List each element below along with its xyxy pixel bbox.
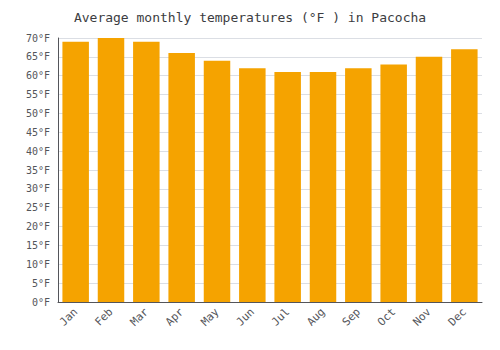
svg-text:25°F: 25°F <box>26 202 50 213</box>
svg-text:65°F: 65°F <box>26 51 50 62</box>
svg-text:30°F: 30°F <box>26 183 50 194</box>
svg-text:Nov: Nov <box>410 305 433 328</box>
svg-text:May: May <box>198 305 221 328</box>
svg-text:Jul: Jul <box>269 305 292 328</box>
svg-text:40°F: 40°F <box>26 146 50 157</box>
svg-text:Sep: Sep <box>340 305 363 328</box>
svg-text:50°F: 50°F <box>26 108 50 119</box>
svg-text:0°F: 0°F <box>32 297 50 308</box>
svg-text:Apr: Apr <box>163 305 186 328</box>
svg-text:Mar: Mar <box>128 305 151 328</box>
svg-text:55°F: 55°F <box>26 89 50 100</box>
svg-text:45°F: 45°F <box>26 127 50 138</box>
svg-text:Jun: Jun <box>234 305 257 328</box>
svg-text:Aug: Aug <box>304 305 327 328</box>
svg-text:10°F: 10°F <box>26 259 50 270</box>
svg-text:Oct: Oct <box>375 305 398 328</box>
svg-text:20°F: 20°F <box>26 221 50 232</box>
svg-text:5°F: 5°F <box>32 278 50 289</box>
svg-text:Feb: Feb <box>92 305 115 328</box>
svg-text:15°F: 15°F <box>26 240 50 251</box>
svg-text:35°F: 35°F <box>26 165 50 176</box>
svg-text:70°F: 70°F <box>26 33 50 44</box>
svg-text:Average monthly temperatures (: Average monthly temperatures (°F ) in Pa… <box>74 10 426 25</box>
svg-text:Jan: Jan <box>57 305 80 328</box>
svg-text:60°F: 60°F <box>26 70 50 81</box>
svg-text:Dec: Dec <box>446 305 469 328</box>
